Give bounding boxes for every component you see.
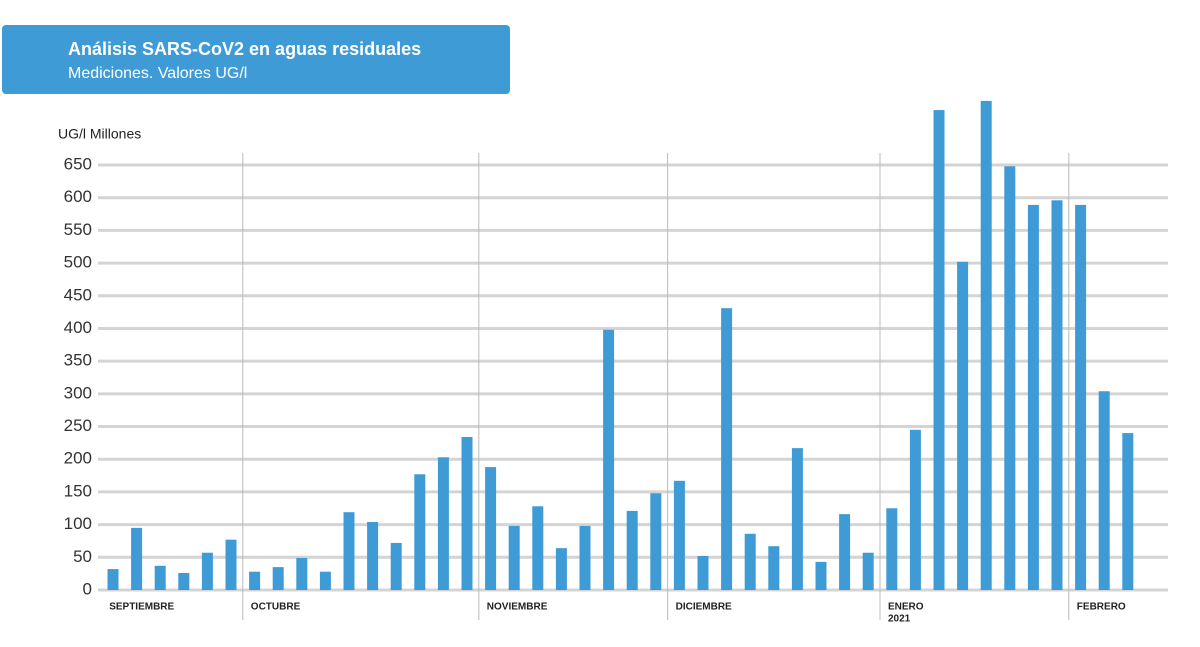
- y-tick-label: 100: [64, 514, 92, 533]
- bar: [437, 457, 449, 590]
- bar: [532, 506, 544, 590]
- bar: [178, 573, 190, 590]
- y-tick-label: 150: [64, 481, 92, 500]
- bar: [791, 448, 803, 590]
- chart-title: Análisis SARS-CoV2 en aguas residuales: [68, 39, 421, 59]
- x-tick-label: ENERO: [888, 602, 924, 613]
- bar: [603, 329, 615, 590]
- bar: [1027, 204, 1039, 590]
- bar: [1122, 433, 1134, 590]
- y-tick-label: 550: [64, 220, 92, 239]
- bar: [1075, 204, 1087, 590]
- chart-subtitle: Mediciones. Valores UG/l: [68, 65, 247, 82]
- y-tick-label: 450: [64, 285, 92, 304]
- y-tick-label: 600: [64, 187, 92, 206]
- x-tick-label: OCTUBRE: [251, 602, 301, 613]
- y-tick-label: 50: [73, 547, 92, 566]
- bar: [1051, 200, 1063, 591]
- bar: [107, 569, 119, 590]
- bar: [508, 525, 520, 590]
- y-tick-label: 650: [64, 154, 92, 173]
- bar: [390, 542, 402, 590]
- bar: [650, 493, 662, 590]
- year-label: 2021: [888, 614, 911, 625]
- bar: [555, 548, 567, 590]
- y-tick-label: 400: [64, 318, 92, 337]
- bar: [249, 571, 261, 590]
- bar: [225, 539, 237, 590]
- bar: [721, 308, 733, 590]
- y-tick-label: 500: [64, 253, 92, 272]
- bar: [815, 561, 827, 590]
- bar: [862, 552, 874, 590]
- x-tick-label: DICIEMBRE: [676, 602, 732, 613]
- y-tick-label: 300: [64, 383, 92, 402]
- bar: [461, 437, 473, 590]
- bar: [414, 474, 426, 590]
- bar: [272, 567, 284, 590]
- bar: [579, 525, 591, 590]
- bar: [768, 546, 780, 590]
- y-tick-label: 350: [64, 351, 92, 370]
- bar: [343, 512, 355, 590]
- y-tick-label: 0: [83, 579, 92, 598]
- bar: [1098, 391, 1110, 590]
- bar: [697, 556, 709, 590]
- bar: [154, 565, 166, 590]
- bar: [886, 508, 898, 590]
- header-box: [2, 25, 510, 94]
- bar: [1004, 166, 1016, 591]
- y-tick-label: 200: [64, 449, 92, 468]
- bar: [367, 522, 379, 590]
- bar: [839, 514, 851, 590]
- bar: [296, 557, 308, 590]
- bar: [933, 110, 945, 591]
- bar: [909, 429, 921, 590]
- bar: [980, 100, 992, 590]
- y-axis-label: UG/l Millones: [58, 126, 141, 142]
- bar: [131, 527, 143, 590]
- x-tick-label: FEBRERO: [1077, 602, 1126, 613]
- bar: [485, 467, 497, 590]
- bar: [201, 552, 213, 590]
- x-tick-label: SEPTIEMBRE: [109, 602, 174, 613]
- y-tick-label: 250: [64, 416, 92, 435]
- bar: [319, 571, 331, 590]
- bar: [626, 510, 638, 590]
- bar: [673, 480, 685, 590]
- x-tick-label: NOVIEMBRE: [487, 602, 548, 613]
- bar: [744, 533, 756, 590]
- bar: [957, 261, 969, 590]
